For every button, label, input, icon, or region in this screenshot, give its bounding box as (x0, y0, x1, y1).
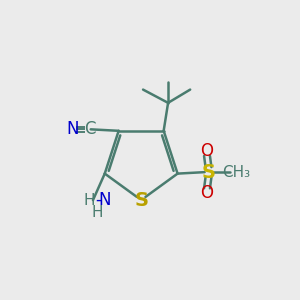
Text: S: S (134, 190, 148, 210)
Text: N: N (98, 191, 111, 209)
Text: H: H (92, 205, 103, 220)
Text: N: N (66, 120, 78, 138)
Text: S: S (202, 163, 215, 182)
Text: H: H (83, 193, 95, 208)
Text: C: C (84, 120, 96, 138)
Text: -: - (95, 191, 101, 209)
Text: O: O (200, 142, 214, 160)
Text: CH₃: CH₃ (222, 165, 250, 180)
Text: O: O (200, 184, 214, 202)
